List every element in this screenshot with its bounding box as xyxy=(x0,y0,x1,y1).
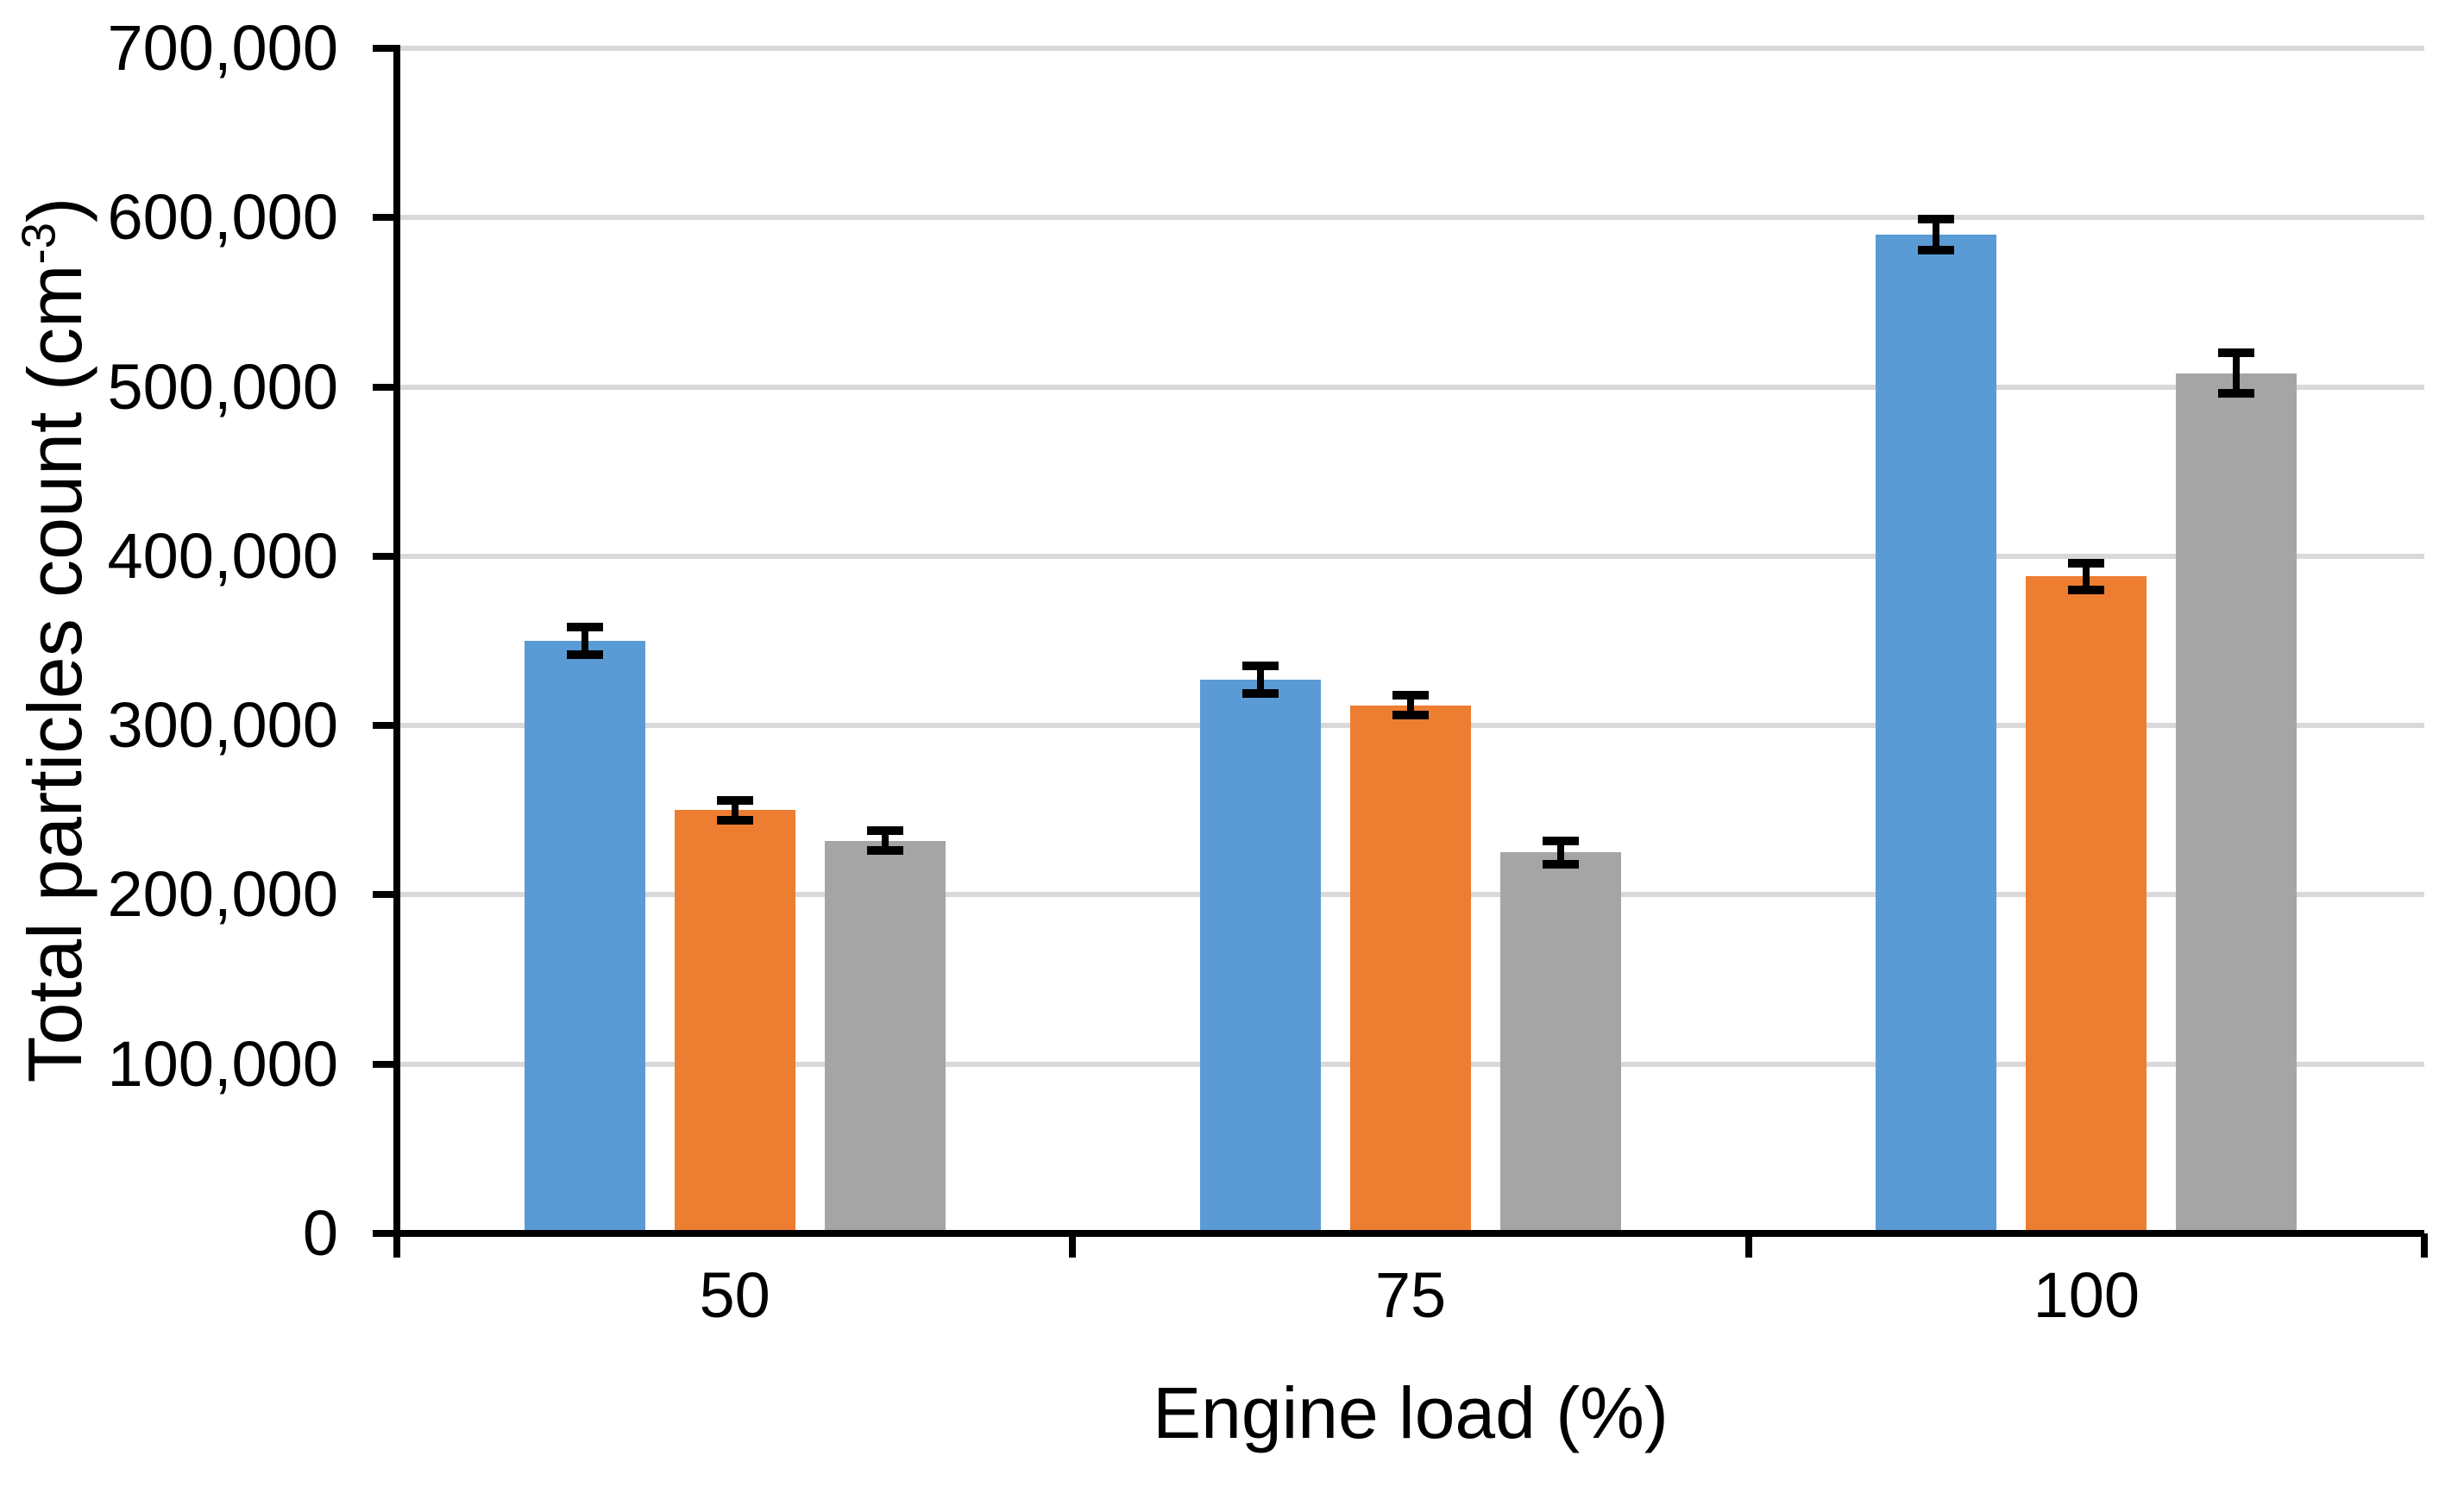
x-axis-tick xyxy=(1069,1233,1077,1258)
y-tick-label: 500,000 xyxy=(107,350,339,423)
error-bar-cap-bottom xyxy=(866,846,903,856)
x-tick-label: 50 xyxy=(699,1259,770,1331)
y-tick-label: 0 xyxy=(302,1197,338,1269)
error-bar-cap-bottom xyxy=(1918,245,1955,254)
gridline xyxy=(397,46,2424,51)
bar-gray-50 xyxy=(824,840,946,1232)
y-axis-title-text: Total particles count (cm xyxy=(12,264,97,1083)
bar-gray-75 xyxy=(1500,852,1621,1232)
gridline xyxy=(397,384,2424,390)
error-bar-line xyxy=(731,800,739,821)
error-bar-cap-top xyxy=(1392,690,1429,700)
error-bar-cap-bottom xyxy=(716,816,753,825)
x-tick-label: 75 xyxy=(1374,1259,1447,1331)
error-bar-cap-bottom xyxy=(1242,688,1279,698)
error-bar-cap-top xyxy=(866,825,903,835)
y-axis-tick xyxy=(373,45,397,52)
error-bar-cap-bottom xyxy=(1543,860,1579,869)
error-bar-line xyxy=(1933,219,1940,250)
bar-gray-100 xyxy=(2176,373,2297,1232)
y-axis-tick xyxy=(373,1230,397,1237)
y-axis-tick xyxy=(373,1060,397,1068)
error-bar-cap-top xyxy=(2218,348,2255,358)
bar-orange-50 xyxy=(674,810,795,1232)
error-bar-line xyxy=(2233,353,2241,394)
error-bar-cap-top xyxy=(1918,215,1955,224)
x-axis-tick xyxy=(2421,1233,2428,1258)
y-axis-tick xyxy=(373,383,397,391)
y-tick-label: 200,000 xyxy=(107,858,339,931)
error-bar-cap-top xyxy=(716,795,753,805)
y-tick-label: 600,000 xyxy=(107,181,339,254)
error-bar-line xyxy=(581,627,588,655)
error-bar-line xyxy=(2083,562,2090,591)
x-axis-tick xyxy=(393,1233,400,1258)
gridline xyxy=(397,215,2424,221)
x-axis-line xyxy=(376,1230,2424,1237)
y-axis-tick xyxy=(373,214,397,222)
bar-blue-100 xyxy=(1876,234,1997,1232)
error-bar-cap-bottom xyxy=(2218,389,2255,398)
x-tick-label: 100 xyxy=(2033,1259,2140,1331)
x-axis-title: Engine load (%) xyxy=(1153,1372,1669,1453)
error-bar-cap-top xyxy=(1242,662,1279,671)
y-tick-label: 400,000 xyxy=(107,519,339,592)
y-axis-tick xyxy=(373,552,397,560)
error-bar-line xyxy=(1257,666,1264,693)
error-bar-line xyxy=(1557,840,1564,865)
bar-orange-75 xyxy=(1350,705,1471,1232)
error-bar-cap-top xyxy=(566,623,603,632)
error-bar-cap-top xyxy=(1543,836,1579,845)
bar-orange-100 xyxy=(2026,576,2147,1232)
y-axis-title-superscript: -3 xyxy=(12,223,66,265)
y-axis-tick xyxy=(373,722,397,730)
y-axis-tick xyxy=(373,891,397,899)
error-bar-cap-top xyxy=(2068,558,2105,568)
bar-blue-75 xyxy=(1200,680,1321,1232)
y-axis-line xyxy=(393,45,400,1258)
y-tick-label: 300,000 xyxy=(107,689,339,762)
error-bar-cap-bottom xyxy=(566,649,603,659)
y-tick-label: 700,000 xyxy=(107,12,339,84)
error-bar-line xyxy=(881,830,889,851)
y-tick-label: 100,000 xyxy=(107,1027,339,1100)
gridline xyxy=(397,553,2424,559)
error-bar-cap-bottom xyxy=(1392,711,1429,720)
y-axis-title-close-paren: ) xyxy=(12,197,97,223)
error-bar-line xyxy=(1407,694,1414,716)
x-axis-tick xyxy=(1744,1233,1752,1258)
error-bar-cap-bottom xyxy=(2068,586,2105,595)
bar-blue-50 xyxy=(524,641,645,1232)
